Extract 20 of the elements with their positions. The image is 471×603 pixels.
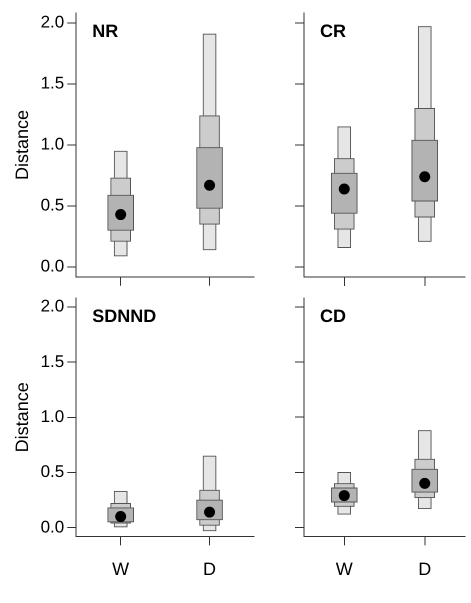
chart-title: NR	[92, 21, 118, 42]
x-tick-label: D	[418, 559, 432, 580]
y-axis-title: Distance	[12, 382, 32, 452]
chart-title: CD	[320, 306, 346, 326]
y-tick-label: 0.0	[40, 517, 64, 536]
x-tick-label: W	[336, 559, 353, 580]
y-axis-title: Distance	[12, 110, 32, 180]
y-tick-label: 1.0	[40, 134, 64, 154]
y-tick-label: 1.0	[40, 406, 64, 426]
y-tick-label: 0.0	[40, 256, 64, 276]
y-tick-label: 0.5	[40, 196, 64, 215]
x-tick-label: W	[112, 559, 130, 580]
y-tick-label: 0.5	[40, 462, 64, 482]
chart-title: SDNND	[92, 306, 156, 326]
y-tick-label: 2.0	[40, 12, 64, 32]
y-tick-label: 2.0	[40, 296, 64, 316]
chart-title: CR	[320, 20, 346, 41]
y-tick-label: 1.5	[40, 352, 64, 371]
y-tick-label: 1.5	[40, 74, 64, 93]
x-tick-label: D	[203, 559, 216, 580]
